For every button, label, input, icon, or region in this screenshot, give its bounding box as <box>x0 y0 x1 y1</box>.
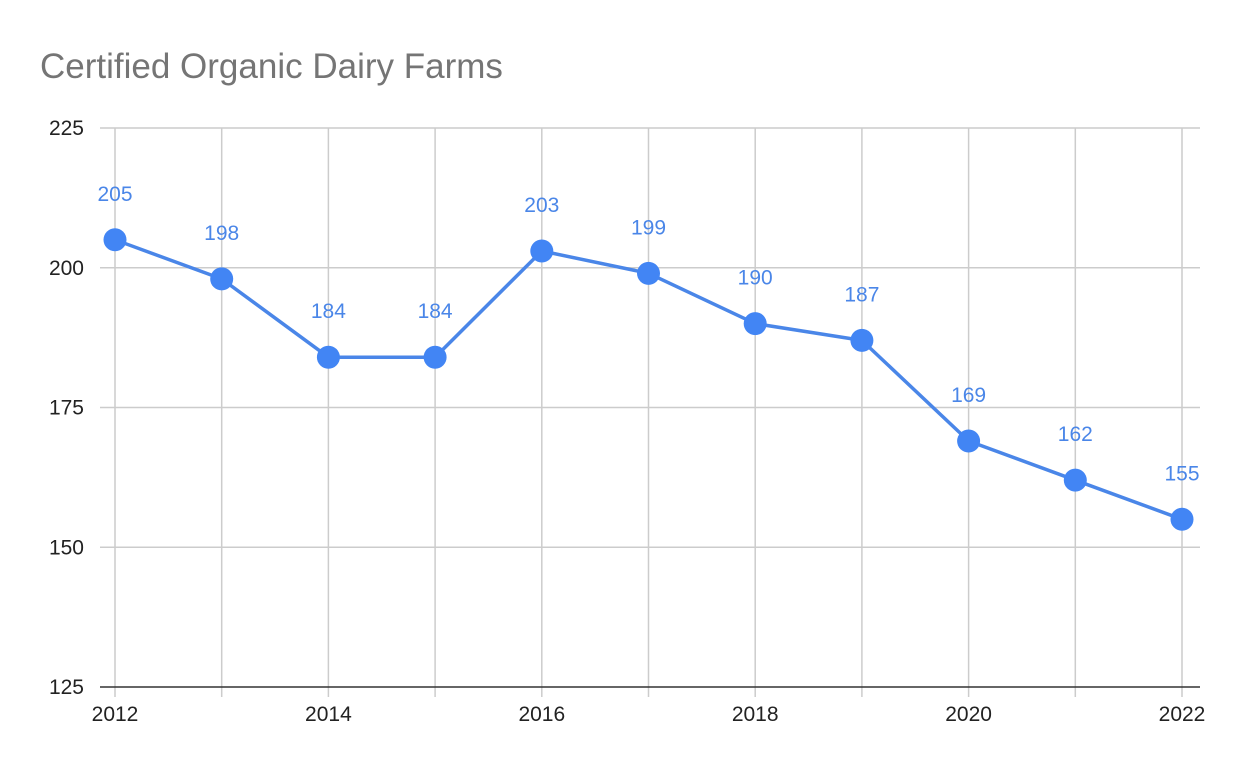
data-point-2017 <box>637 261 660 285</box>
data-label-2020: 169 <box>951 384 986 407</box>
y-tick-label-200: 200 <box>49 257 84 280</box>
data-point-2014 <box>316 345 340 369</box>
data-point-2022 <box>1170 507 1194 531</box>
data-point-2016 <box>530 239 554 263</box>
data-point-2012 <box>103 228 127 252</box>
x-axis-tick-labels: 2012 2014 2016 2018 2020 2022 <box>92 703 1206 726</box>
y-tick-label-175: 175 <box>49 397 84 420</box>
data-point-2018 <box>743 312 767 336</box>
y-axis-tick-labels: 125 150 175 200 225 <box>49 117 84 699</box>
x-tick-label-2014: 2014 <box>305 703 352 726</box>
data-point-2015 <box>423 345 447 369</box>
series <box>103 228 1194 531</box>
data-label-2016: 203 <box>524 194 559 217</box>
data-point-2019 <box>850 328 874 352</box>
x-tick-label-2018: 2018 <box>732 703 779 726</box>
x-tick-label-2022: 2022 <box>1159 703 1206 726</box>
data-label-2014: 184 <box>311 300 346 323</box>
data-label-2021: 162 <box>1058 423 1093 446</box>
data-label-2015: 184 <box>418 300 453 323</box>
data-point-2013 <box>210 267 234 291</box>
data-point-2020 <box>957 429 981 453</box>
data-label-2012: 205 <box>97 183 132 206</box>
data-label-2019: 187 <box>844 283 879 306</box>
data-point-2021 <box>1063 468 1087 492</box>
data-label-2013: 198 <box>204 222 239 245</box>
x-tick-label-2016: 2016 <box>518 703 565 726</box>
data-label-2022: 155 <box>1164 462 1199 485</box>
x-tick-label-2012: 2012 <box>92 703 139 726</box>
x-tick-label-2020: 2020 <box>945 703 992 726</box>
data-label-2018: 190 <box>738 267 773 290</box>
chart-title: Certified Organic Dairy Farms <box>40 47 503 86</box>
data-label-2017: 199 <box>631 216 666 239</box>
y-tick-label-125: 125 <box>49 676 84 699</box>
y-tick-label-150: 150 <box>49 536 84 559</box>
data-labels: 205 198 184 184 203 199 190 187 169 162 155 <box>97 183 1199 485</box>
gridlines <box>100 127 1200 697</box>
y-tick-label-225: 225 <box>49 117 84 140</box>
